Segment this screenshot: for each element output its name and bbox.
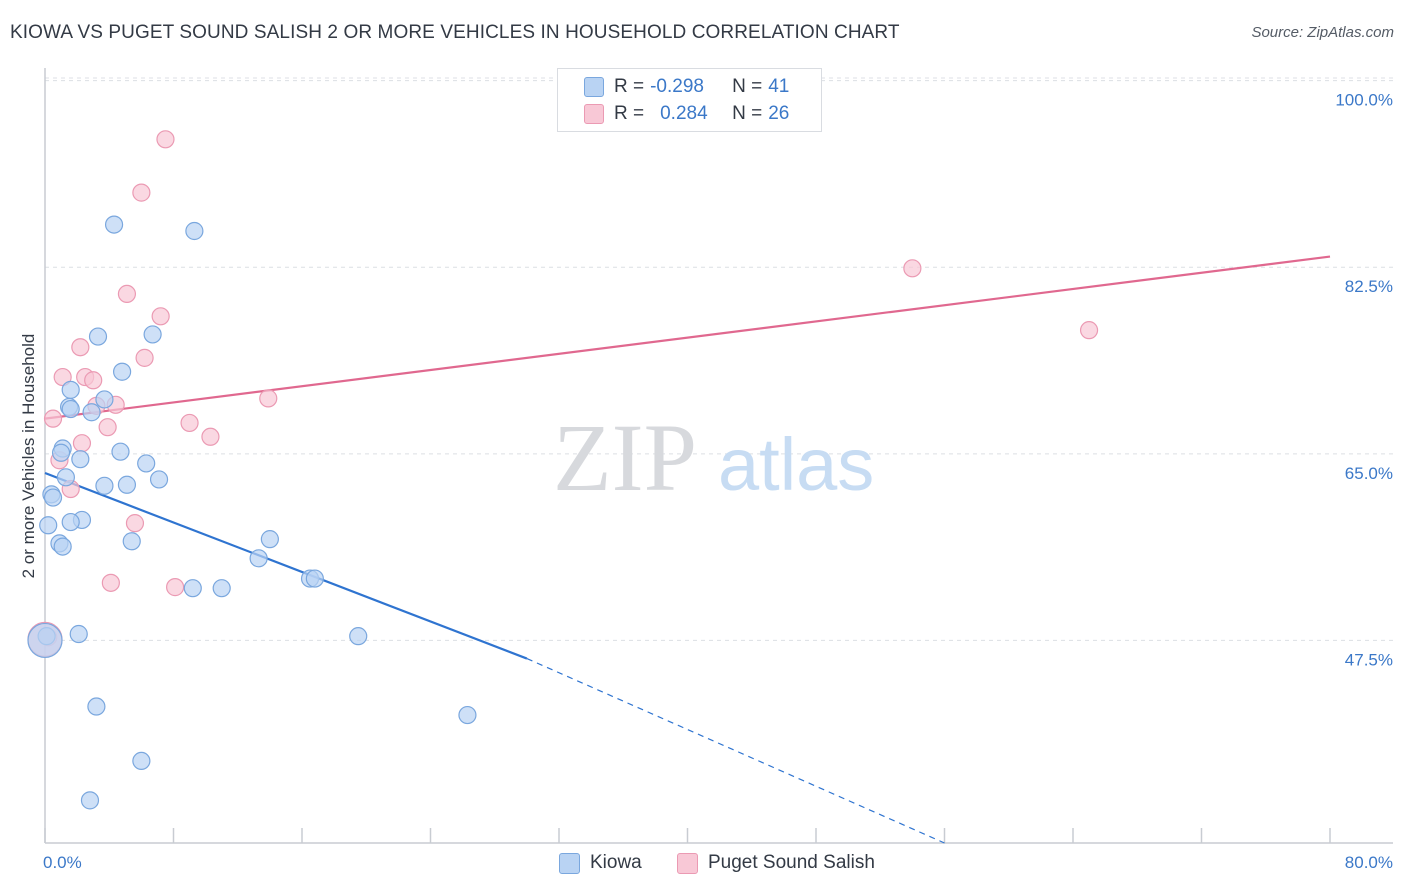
puget-sound-salish-point xyxy=(43,409,63,428)
puget-sound-salish-point xyxy=(132,183,151,202)
puget-sound-salish-point xyxy=(135,348,154,367)
source-credit: Source: ZipAtlas.com xyxy=(1251,24,1394,41)
y-tick-label: 47.5% xyxy=(1345,650,1393,669)
kiowa-point xyxy=(56,468,75,487)
series-legend: Kiowa Puget Sound Salish xyxy=(0,852,1406,876)
kiowa-point xyxy=(458,705,477,725)
kiowa-point xyxy=(43,488,63,507)
kiowa-point xyxy=(95,476,114,495)
kiowa-point xyxy=(51,443,71,462)
r-label: R = xyxy=(614,103,645,124)
kiowa-point xyxy=(61,380,80,399)
kiowa-point xyxy=(349,627,368,646)
kiowa-point xyxy=(39,516,58,535)
kiowa-points xyxy=(27,215,477,810)
puget-sound-salish-point xyxy=(53,367,72,387)
kiowa-point xyxy=(27,622,63,659)
watermark-atlas: atlas xyxy=(718,423,874,506)
legend-label-puget: Puget Sound Salish xyxy=(708,852,875,873)
y-tick-label: 100.0% xyxy=(1335,91,1393,110)
trend-lines xyxy=(44,255,1331,844)
kiowa-point xyxy=(260,530,279,549)
kiowa-point xyxy=(183,579,202,598)
kiowa-point xyxy=(249,549,268,568)
x-tick-min: 0.0% xyxy=(43,853,82,872)
kiowa-point xyxy=(212,579,231,598)
stats-legend-row-kiowa: R = -0.298 N = 41 xyxy=(584,74,789,100)
grid-lines xyxy=(45,77,1393,641)
puget-sound-salish-point xyxy=(156,130,175,149)
kiowa-swatch xyxy=(584,77,604,97)
n-label: N = xyxy=(732,76,763,97)
stats-legend-row-puget: R = 0.284 N = 26 xyxy=(584,101,789,127)
chart-title: KIOWA VS PUGET SOUND SALISH 2 OR MORE VE… xyxy=(10,22,900,43)
y-tick-label: 65.0% xyxy=(1345,464,1393,483)
kiowa-point xyxy=(104,215,124,234)
puget-sound-salish-point xyxy=(84,371,103,390)
y-axis-label: 2 or more Vehicles in Household xyxy=(19,334,38,579)
kiowa-point xyxy=(82,403,101,422)
kiowa-point xyxy=(87,697,106,716)
kiowa-point xyxy=(143,325,162,344)
kiowa-point xyxy=(132,751,151,771)
puget-sound-salish-point xyxy=(101,573,120,592)
puget-sound-salish-point xyxy=(1079,321,1099,340)
x-tick-max: 80.0% xyxy=(1344,853,1393,872)
kiowa-legend-swatch xyxy=(559,852,580,874)
n-value: 26 xyxy=(768,103,790,124)
kiowa-point xyxy=(122,532,141,551)
puget-sound-salish-point xyxy=(259,389,278,408)
watermark-zip: ZIP xyxy=(553,404,697,511)
r-value: -0.298 xyxy=(650,76,704,97)
kiowa-point xyxy=(137,454,156,473)
puget-sound-salish-point xyxy=(117,284,137,304)
puget-sound-salish-point xyxy=(166,578,185,597)
legend-item-kiowa: Kiowa xyxy=(559,852,642,874)
puget-sound-salish-point xyxy=(71,338,90,357)
puget-sound-salish-point xyxy=(151,307,170,326)
r-label: R = xyxy=(614,76,645,97)
kiowa-point xyxy=(53,537,72,556)
puget-sound-salish-point xyxy=(72,434,92,453)
kiowa-point xyxy=(95,390,114,409)
kiowa-point xyxy=(80,791,100,810)
y-tick-labels: 47.5% 65.0% 82.5% 100.0% xyxy=(1335,91,1393,670)
puget-swatch xyxy=(584,104,604,124)
watermark: ZIP atlas xyxy=(553,404,874,511)
kiowa-point xyxy=(61,512,80,532)
kiowa-trend-extension xyxy=(526,657,945,844)
kiowa-point xyxy=(111,442,130,461)
puget-sound-salish-point xyxy=(98,418,117,437)
kiowa-point xyxy=(69,624,88,644)
y-tick-label: 82.5% xyxy=(1345,277,1393,296)
puget-legend-swatch xyxy=(677,852,698,874)
kiowa-point xyxy=(88,327,108,346)
kiowa-point xyxy=(71,450,90,469)
kiowa-point xyxy=(149,470,169,489)
puget-sound-salish-point xyxy=(180,413,199,433)
kiowa-trend-line xyxy=(44,471,528,660)
n-label: N = xyxy=(732,103,763,124)
puget-sound-salish-point xyxy=(125,514,145,533)
kiowa-point xyxy=(117,475,137,494)
kiowa-point xyxy=(61,399,80,419)
stats-legend: R = -0.298 N = 41 R = 0.284 N = 26 xyxy=(557,68,822,132)
legend-label-kiowa: Kiowa xyxy=(590,852,642,873)
kiowa-point xyxy=(305,569,324,588)
puget-sound-salish-points xyxy=(27,130,1099,657)
r-value: 0.284 xyxy=(660,103,708,124)
puget-sound-salish-point xyxy=(903,259,922,278)
puget-sound-salish-point xyxy=(201,427,220,446)
kiowa-point xyxy=(185,221,204,241)
puget-trend-line xyxy=(44,255,1331,420)
axes xyxy=(44,68,1393,844)
n-value: 41 xyxy=(768,76,790,97)
legend-item-puget: Puget Sound Salish xyxy=(677,852,875,874)
kiowa-point xyxy=(112,362,132,381)
